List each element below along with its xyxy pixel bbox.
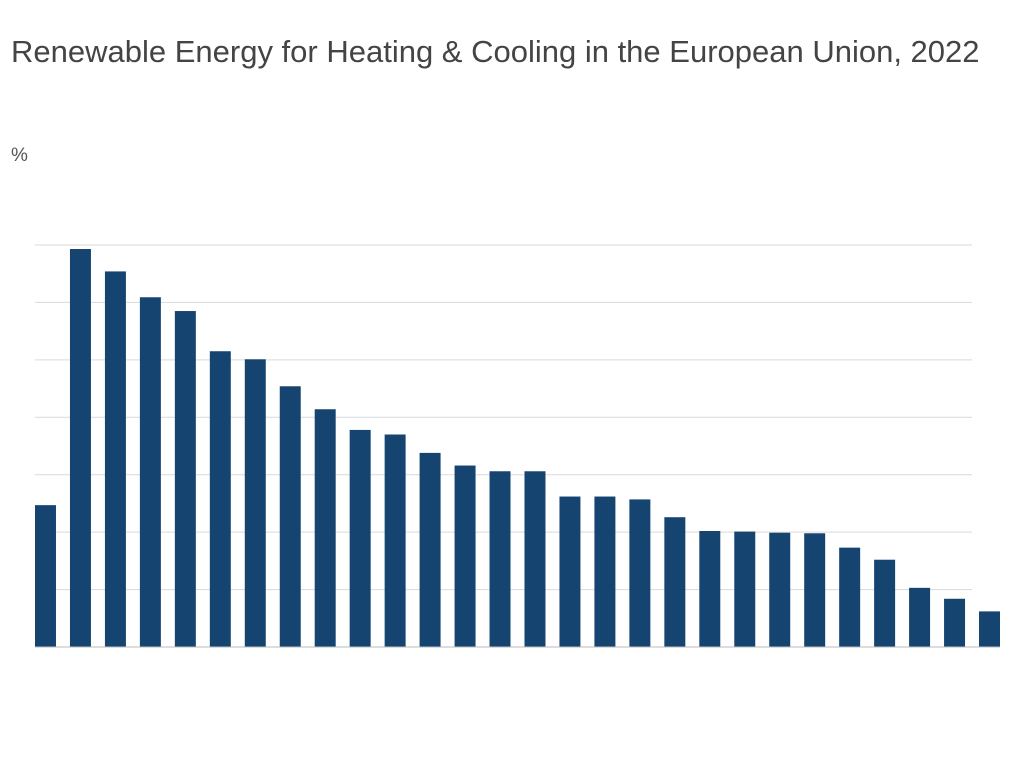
- bar: [384, 434, 406, 647]
- bar: [874, 559, 896, 647]
- bar: [769, 532, 791, 647]
- bar: [839, 547, 861, 647]
- bar: [104, 271, 126, 647]
- chart-title: Renewable Energy for Heating & Cooling i…: [11, 34, 980, 69]
- bar: [524, 471, 546, 647]
- bar: [559, 496, 581, 647]
- bar: [419, 452, 441, 647]
- bars: [35, 249, 1000, 647]
- bar: [804, 533, 826, 647]
- bar: [909, 587, 931, 647]
- bar: [279, 386, 301, 647]
- unit-label: %: [11, 145, 28, 166]
- bar: [454, 465, 476, 647]
- bar: [139, 297, 161, 647]
- bar: [979, 611, 1000, 647]
- bar: [944, 598, 966, 647]
- bar: [489, 471, 511, 647]
- bar: [629, 499, 651, 647]
- bar: [244, 359, 266, 647]
- bar: [209, 351, 231, 647]
- bar: [314, 409, 336, 647]
- bar: [664, 517, 686, 647]
- bar: [699, 530, 721, 647]
- bar: [35, 505, 56, 647]
- bar: [594, 496, 616, 647]
- bar: [174, 311, 196, 647]
- bar: [349, 429, 371, 647]
- bar: [734, 531, 756, 647]
- bar: [69, 249, 91, 647]
